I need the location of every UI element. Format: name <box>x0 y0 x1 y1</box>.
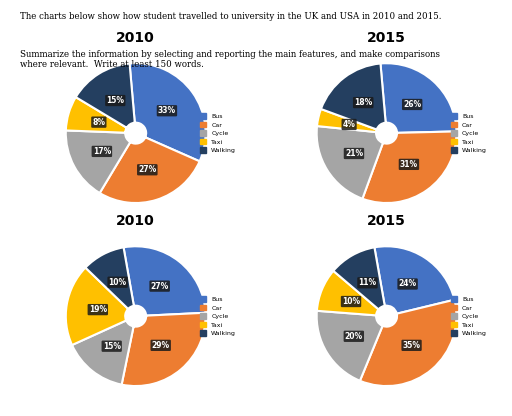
Wedge shape <box>86 248 134 309</box>
Wedge shape <box>317 271 378 315</box>
Text: 27%: 27% <box>138 165 157 174</box>
Title: 2010: 2010 <box>116 31 155 45</box>
Text: 15%: 15% <box>106 96 124 105</box>
Wedge shape <box>321 64 386 129</box>
Text: 10%: 10% <box>342 297 360 306</box>
Wedge shape <box>72 320 134 385</box>
Text: 15%: 15% <box>103 342 121 351</box>
Wedge shape <box>66 131 130 193</box>
Text: 19%: 19% <box>89 305 107 314</box>
Title: 2015: 2015 <box>367 214 406 228</box>
Wedge shape <box>122 313 205 386</box>
Wedge shape <box>380 63 456 133</box>
Legend: Bus, Car, Cycle, Taxi, Walking: Bus, Car, Cycle, Taxi, Walking <box>200 113 236 153</box>
Text: 24%: 24% <box>398 280 417 289</box>
Wedge shape <box>317 311 382 381</box>
Text: 29%: 29% <box>152 341 170 350</box>
Text: 35%: 35% <box>402 341 420 350</box>
Text: 31%: 31% <box>400 160 418 169</box>
Wedge shape <box>66 97 126 133</box>
Wedge shape <box>130 63 205 161</box>
Wedge shape <box>333 248 385 310</box>
Wedge shape <box>76 64 135 128</box>
Wedge shape <box>317 126 383 199</box>
Text: 33%: 33% <box>158 106 176 115</box>
Wedge shape <box>123 246 205 316</box>
Text: 17%: 17% <box>93 147 111 156</box>
Legend: Bus, Car, Cycle, Taxi, Walking: Bus, Car, Cycle, Taxi, Walking <box>451 296 487 336</box>
Wedge shape <box>360 300 456 386</box>
Text: 8%: 8% <box>92 118 105 126</box>
Text: 26%: 26% <box>403 100 421 109</box>
Wedge shape <box>374 246 455 314</box>
Wedge shape <box>362 131 456 203</box>
Text: 10%: 10% <box>109 278 126 287</box>
Text: The charts below show how student travelled to university in the UK and USA in 2: The charts below show how student travel… <box>20 12 442 22</box>
Wedge shape <box>100 137 200 203</box>
Title: 2015: 2015 <box>367 31 406 45</box>
Text: 18%: 18% <box>354 98 372 107</box>
Title: 2010: 2010 <box>116 214 155 228</box>
Text: Summarize the information by selecting and reporting the main features, and make: Summarize the information by selecting a… <box>20 50 440 69</box>
Text: 27%: 27% <box>151 282 169 291</box>
Legend: Bus, Car, Cycle, Taxi, Walking: Bus, Car, Cycle, Taxi, Walking <box>451 113 487 153</box>
Wedge shape <box>317 109 377 132</box>
Legend: Bus, Car, Cycle, Taxi, Walking: Bus, Car, Cycle, Taxi, Walking <box>200 296 236 336</box>
Wedge shape <box>66 267 128 345</box>
Text: 11%: 11% <box>358 278 376 287</box>
Text: 21%: 21% <box>345 149 363 158</box>
Text: 4%: 4% <box>343 120 355 129</box>
Text: 20%: 20% <box>345 332 363 341</box>
